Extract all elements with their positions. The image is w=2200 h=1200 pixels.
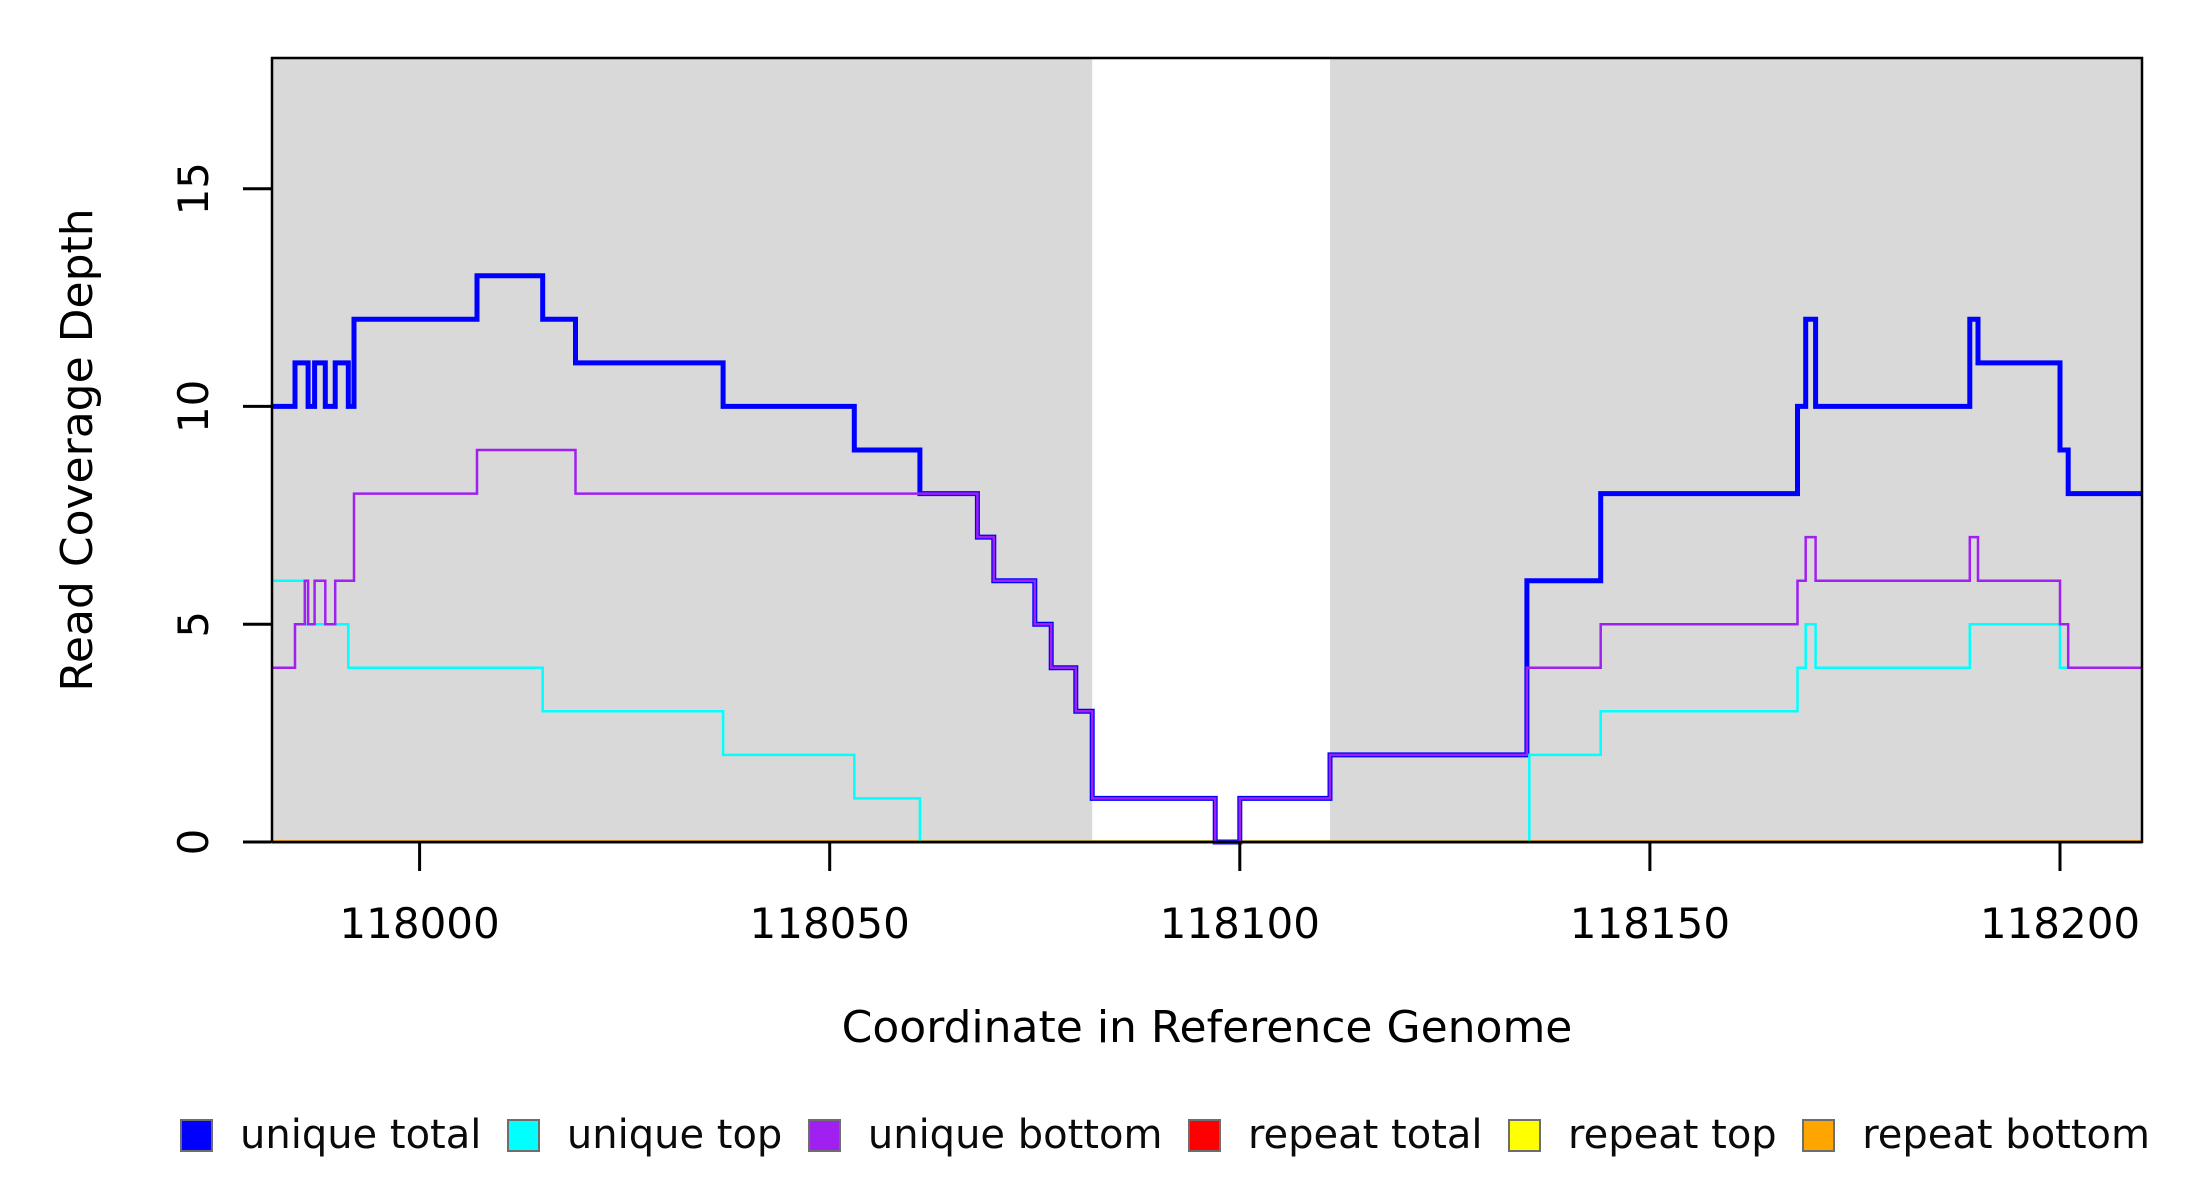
legend-label: repeat bottom [1862, 1112, 2150, 1158]
unique-top-swatch-icon [506, 1118, 540, 1152]
y-tick-label: 5 [169, 611, 218, 638]
y-tick-label: 0 [169, 829, 218, 856]
x-tick-label: 118050 [750, 899, 910, 948]
legend-item-repeat-total: repeat total [1187, 1112, 1483, 1158]
repeat-top-swatch-icon [1508, 1118, 1542, 1152]
legend: unique total unique top unique bottom re… [180, 1105, 2150, 1165]
x-tick-label: 118100 [1160, 899, 1320, 948]
legend-item-unique-top: unique top [506, 1112, 783, 1158]
legend-item-repeat-top: repeat top [1508, 1115, 1777, 1155]
x-tick-label: 118000 [339, 899, 499, 948]
legend-label: repeat total [1247, 1112, 1483, 1158]
unique-bottom-swatch-icon [807, 1118, 841, 1152]
unique-total-swatch-icon [180, 1118, 213, 1152]
repeat-total-swatch-icon [1187, 1118, 1221, 1152]
axes-frame-layer [270, 56, 2144, 844]
series-line-unique-bottom [272, 448, 2142, 844]
x-tick-label: 118200 [1980, 899, 2140, 948]
series-line-unique-top [272, 579, 2142, 844]
legend-label: unique bottom [867, 1112, 1163, 1158]
axis-ticks-layer: 118000 118050 118100 118150 118200 0 5 10 15 [169, 162, 2140, 948]
band-contig-left [272, 58, 1093, 842]
legend-label: unique total [240, 1112, 482, 1158]
y-axis-title: Read Coverage Depth [52, 208, 103, 691]
y-tick-label: 15 [169, 162, 218, 215]
legend-label: repeat top [1568, 1112, 1777, 1158]
background-bands-layer [272, 58, 2142, 842]
band-contig-right [1330, 58, 2142, 842]
x-axis-title: Coordinate in Reference Genome [842, 1002, 1573, 1053]
legend-item-repeat-bottom: repeat bottom [1802, 1115, 2150, 1155]
legend-item-unique-total: unique total [180, 1115, 481, 1155]
x-tick-label: 118150 [1570, 899, 1730, 948]
repeat-bottom-swatch-icon [1802, 1118, 1836, 1152]
y-tick-label: 10 [169, 380, 218, 433]
legend-item-unique-bottom: unique bottom [807, 1112, 1163, 1158]
coverage-plot: 118000 118050 118100 118150 118200 0 5 10 15 Rea… [52, 56, 2144, 1053]
legend-label: unique top [566, 1112, 783, 1158]
plot-border [270, 56, 2144, 844]
